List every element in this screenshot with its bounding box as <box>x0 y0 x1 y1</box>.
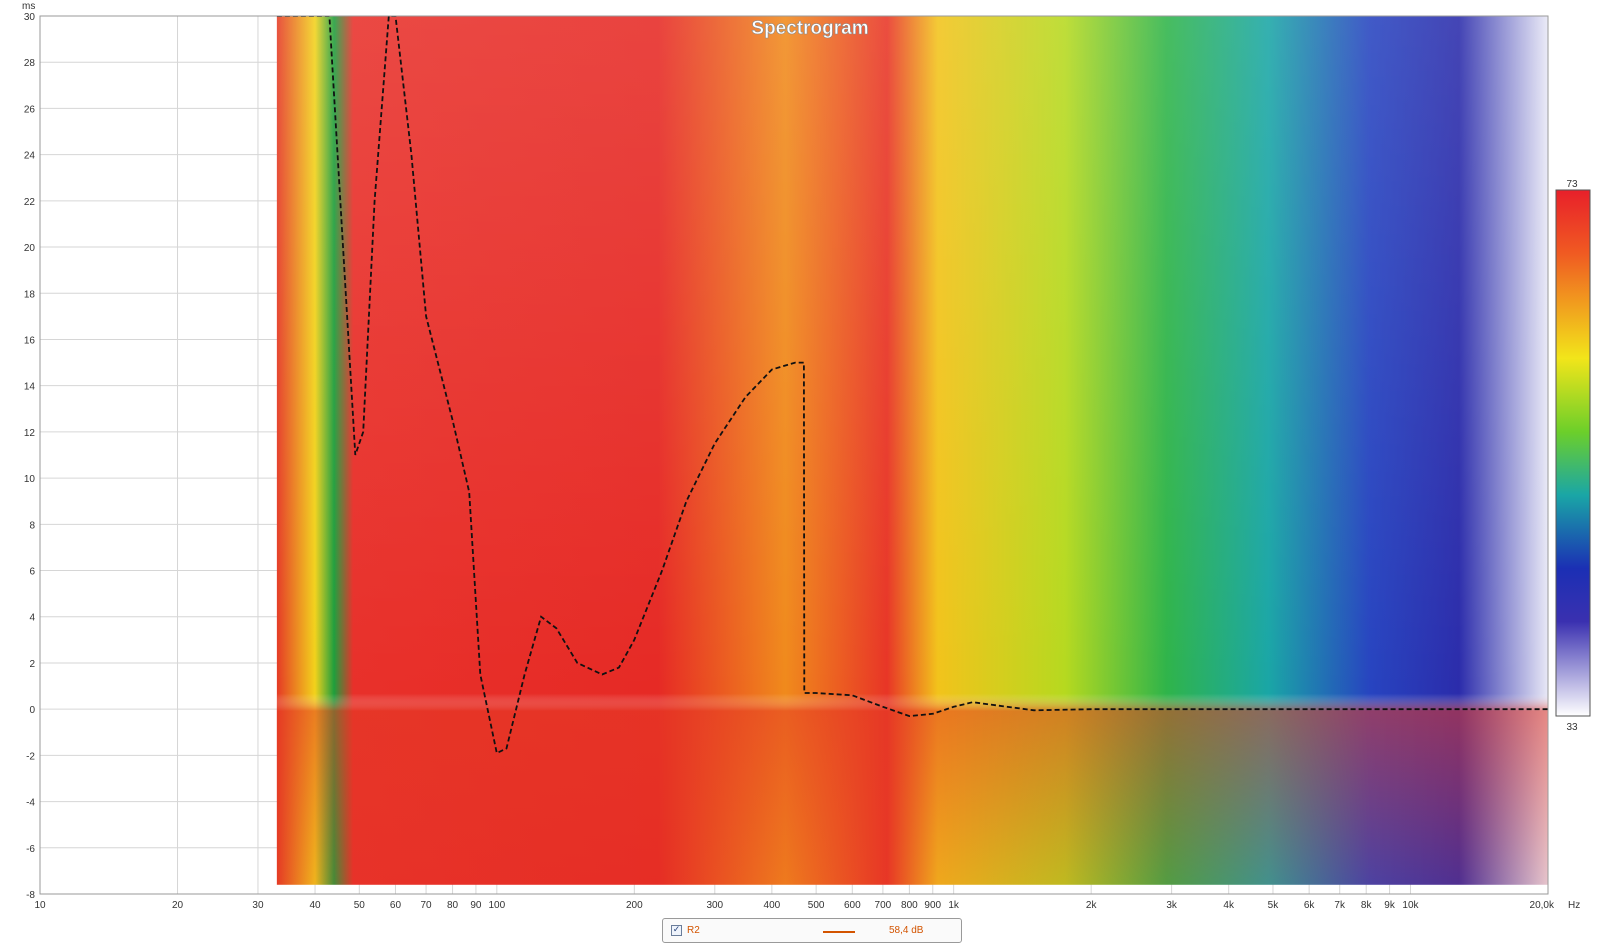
y-tick-label: 0 <box>29 705 35 716</box>
x-tick-label: 900 <box>924 900 941 911</box>
spectrogram-time-shading <box>276 16 1548 885</box>
x-tick-label: 30 <box>252 900 264 911</box>
colorbar-min-label: 33 <box>1566 722 1578 733</box>
y-tick-label: 6 <box>29 567 35 578</box>
x-tick-label: 6k <box>1304 900 1316 911</box>
x-tick-label: 600 <box>844 900 861 911</box>
colorbar-max-label: 73 <box>1566 179 1578 190</box>
y-tick-label: 18 <box>24 289 36 300</box>
plot-frame <box>39 15 1549 895</box>
y-tick-label: -4 <box>26 798 35 809</box>
y-tick-label: 10 <box>24 474 36 485</box>
series-visibility-checkbox[interactable]: ✓ <box>671 925 682 936</box>
peak-energy-curve <box>276 16 1548 755</box>
y-tick-label: 24 <box>24 151 36 162</box>
chart-title: Spectrogram <box>751 18 868 39</box>
x-tick-label: 4k <box>1223 900 1235 911</box>
x-tick-label: 1k <box>948 900 960 911</box>
y-tick-label: 8 <box>29 520 35 531</box>
legend-series-name: R2 <box>687 925 700 936</box>
y-tick-label: 28 <box>24 58 36 69</box>
x-tick-label: 9k <box>1384 900 1396 911</box>
x-tick-label: 40 <box>309 900 321 911</box>
y-tick-label: -2 <box>26 751 35 762</box>
x-tick-label: 800 <box>901 900 918 911</box>
x-tick-label: 300 <box>706 900 723 911</box>
x-tick-label: 20 <box>172 900 184 911</box>
y-axis-unit: ms <box>22 1 35 12</box>
colorbar <box>1555 189 1591 717</box>
x-tick-label: 80 <box>447 900 459 911</box>
x-tick-label: 400 <box>764 900 781 911</box>
x-tick-label: 200 <box>626 900 643 911</box>
y-tick-label: -8 <box>26 890 35 901</box>
spectrogram-area <box>276 16 1548 885</box>
y-tick-label: 30 <box>24 12 36 23</box>
y-tick-label: 12 <box>24 428 36 439</box>
x-tick-label: 3k <box>1166 900 1178 911</box>
x-tick-label: 10 <box>34 900 46 911</box>
x-tick-label: 10k <box>1402 900 1419 911</box>
x-tick-label: 500 <box>808 900 825 911</box>
y-tick-label: 20 <box>24 243 36 254</box>
x-tick-label: 700 <box>875 900 892 911</box>
peak-energy-curve-layer <box>276 16 1548 755</box>
x-tick-label: 70 <box>421 900 433 911</box>
y-tick-label: 4 <box>29 613 35 624</box>
y-tick-label: 26 <box>24 104 36 115</box>
legend-series-value: 58,4 dB <box>889 925 924 936</box>
y-tick-label: 22 <box>24 197 36 208</box>
x-tick-label: 2k <box>1086 900 1098 911</box>
y-tick-label: -6 <box>26 844 35 855</box>
x-tick-label: 7k <box>1334 900 1346 911</box>
x-tick-label: 5k <box>1268 900 1280 911</box>
x-tick-label: 90 <box>470 900 482 911</box>
legend-series-swatch <box>823 931 855 933</box>
legend: ✓ R2 58,4 dB <box>662 918 962 943</box>
x-tick-label: 100 <box>488 900 505 911</box>
x-tick-label: 60 <box>390 900 402 911</box>
x-axis-ticks: 10 20 30 40 50 60 70 80 90 100 200 300 400 500 600 700 8… <box>34 900 1555 911</box>
x-tick-label: 8k <box>1361 900 1373 911</box>
x-tick-label: 20,0k <box>1530 900 1555 911</box>
y-tick-label: 16 <box>24 335 36 346</box>
x-tick-label: 50 <box>354 900 366 911</box>
y-tick-label: 2 <box>29 659 35 670</box>
y-tick-label: 14 <box>24 382 36 393</box>
x-axis-unit: Hz <box>1568 900 1580 911</box>
